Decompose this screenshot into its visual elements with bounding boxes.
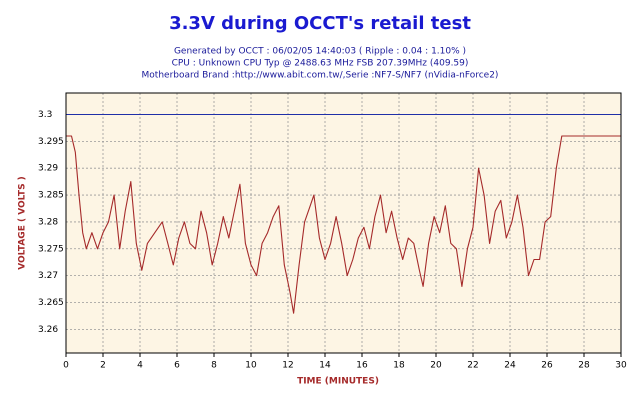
y-tick-label: 3.265 xyxy=(38,298,64,308)
x-axis-label: TIME (MINUTES) xyxy=(297,377,379,387)
x-tick-label: 30 xyxy=(615,361,627,371)
y-tick-label: 3.295 xyxy=(38,137,64,147)
y-tick-label: 3.285 xyxy=(38,191,64,201)
x-tick-label: 8 xyxy=(211,361,217,371)
x-tick-label: 22 xyxy=(467,361,478,371)
data-line xyxy=(66,135,621,314)
x-tick-label: 10 xyxy=(245,361,257,371)
y-tick-label: 3.27 xyxy=(38,271,58,281)
chart-title: 3.3V during OCCT's retail test xyxy=(169,13,471,34)
x-tick-label: 14 xyxy=(319,361,331,371)
y-axis-label: VOLTAGE ( VOLTS ) xyxy=(18,176,28,270)
plot-border xyxy=(65,92,622,354)
x-tick-label: 18 xyxy=(393,361,405,371)
x-tick-label: 26 xyxy=(541,361,553,371)
y-tick-label: 3.26 xyxy=(38,325,58,335)
x-tick-label: 12 xyxy=(282,361,293,371)
x-tick-label: 6 xyxy=(174,361,180,371)
y-tick-label: 3.28 xyxy=(38,217,58,227)
x-tick-label: 0 xyxy=(63,361,69,371)
y-tick-label: 3.275 xyxy=(38,244,64,254)
subtitle: CPU : Unknown CPU Typ @ 2488.63 MHz FSB … xyxy=(172,59,469,69)
x-tick-label: 20 xyxy=(430,361,442,371)
x-tick-label: 16 xyxy=(356,361,368,371)
subtitle: Motherboard Brand :http://www.abit.com.t… xyxy=(142,71,499,81)
x-tick-label: 2 xyxy=(100,361,106,371)
y-tick-label: 3.29 xyxy=(38,164,58,174)
plot-area xyxy=(66,93,621,353)
subtitle: Generated by OCCT : 06/02/05 14:40:03 ( … xyxy=(174,47,466,57)
x-tick-label: 4 xyxy=(137,361,143,371)
y-tick-label: 3.3 xyxy=(38,110,52,120)
x-tick-label: 24 xyxy=(504,361,516,371)
x-tick-label: 28 xyxy=(578,361,590,371)
